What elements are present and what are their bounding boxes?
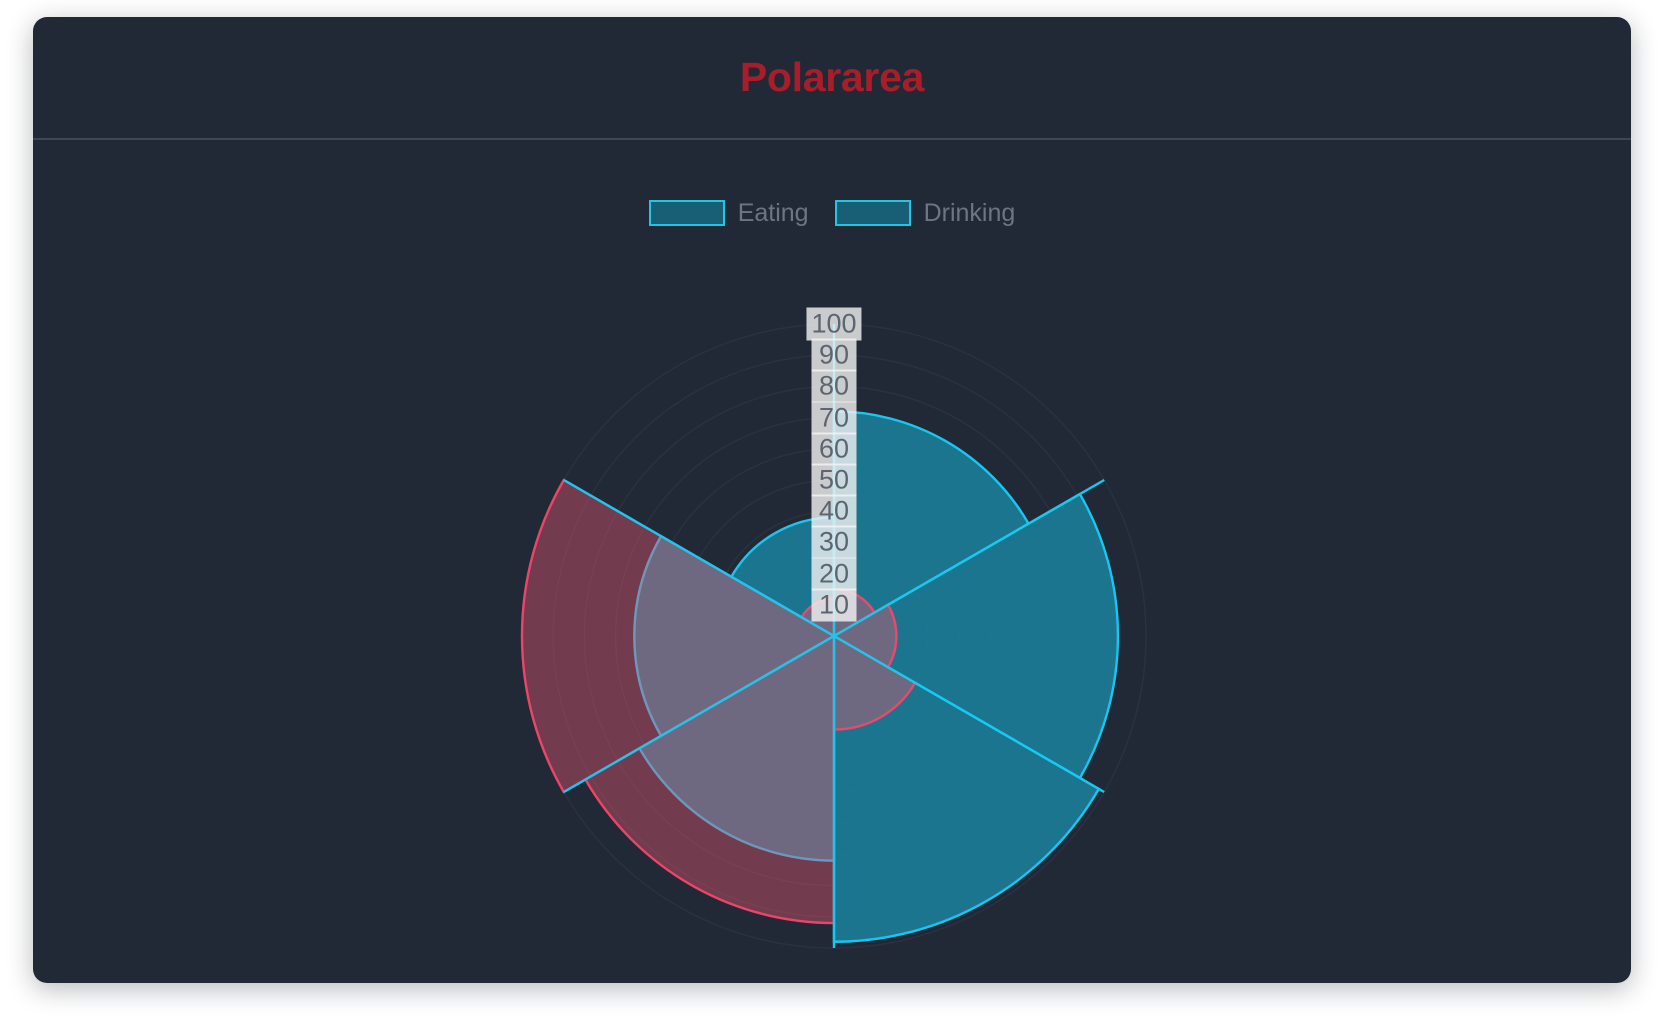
card-header: Polararea [33, 17, 1631, 138]
header-divider [33, 138, 1631, 140]
sector-drinking-4[interactable] [637, 633, 836, 862]
chart-card: Polararea Eating Drinking [33, 17, 1631, 983]
axis-spoke [833, 634, 1105, 794]
legend-label-drinking: Drinking [923, 198, 1016, 227]
chart-legend: Eating Drinking [33, 200, 1631, 226]
series-drinking[interactable] [633, 410, 1120, 943]
polar-area-chart[interactable]: 10 20 30 40 50 60 70 80 90 100 [33, 140, 1631, 983]
series-sectors[interactable] [520, 410, 1120, 943]
axis-spoke [563, 478, 835, 638]
legend-swatch-eating[interactable] [648, 200, 725, 226]
sector-eating-3[interactable] [832, 633, 917, 731]
sector-eating-2[interactable] [831, 603, 898, 669]
sector-drinking-3[interactable] [832, 633, 1101, 943]
sector-drinking-5[interactable] [633, 534, 837, 738]
axis-spoke [563, 634, 835, 794]
page-title: Polararea [739, 54, 925, 100]
sector-eating-4[interactable] [583, 633, 836, 925]
series-eating[interactable] [520, 478, 917, 925]
legend-item-drinking[interactable]: Drinking [834, 198, 1016, 227]
card-body: Eating Drinking 10 20 30 40 50 60 70 80 90 100 [33, 140, 1631, 983]
axis-spoke [833, 478, 1105, 638]
sector-eating-5[interactable] [520, 478, 837, 794]
polar-area-svg[interactable] [33, 140, 1631, 983]
sector-drinking-1[interactable] [832, 410, 1031, 639]
legend-label-eating: Eating [737, 198, 809, 227]
legend-swatch-drinking[interactable] [834, 200, 911, 226]
sector-drinking-2[interactable] [831, 492, 1120, 780]
legend-item-eating[interactable]: Eating [648, 198, 809, 227]
